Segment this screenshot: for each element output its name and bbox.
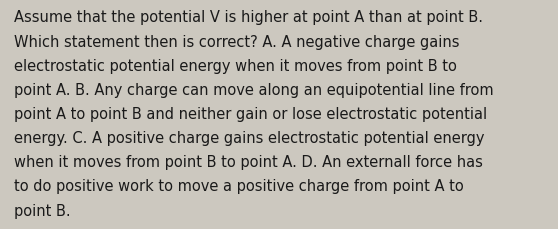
Text: Assume that the potential V is higher at point A than at point B.: Assume that the potential V is higher at… <box>14 10 483 25</box>
Text: point A. B. Any charge can move along an equipotential line from: point A. B. Any charge can move along an… <box>14 82 494 97</box>
Text: when it moves from point B to point A. D. An externall force has: when it moves from point B to point A. D… <box>14 155 483 169</box>
Text: point B.: point B. <box>14 203 70 218</box>
Text: point A to point B and neither gain or lose electrostatic potential: point A to point B and neither gain or l… <box>14 106 487 121</box>
Text: to do positive work to move a positive charge from point A to: to do positive work to move a positive c… <box>14 179 464 194</box>
Text: electrostatic potential energy when it moves from point B to: electrostatic potential energy when it m… <box>14 58 457 73</box>
Text: Which statement then is correct? A. A negative charge gains: Which statement then is correct? A. A ne… <box>14 34 459 49</box>
Text: energy. C. A positive charge gains electrostatic potential energy: energy. C. A positive charge gains elect… <box>14 131 484 145</box>
